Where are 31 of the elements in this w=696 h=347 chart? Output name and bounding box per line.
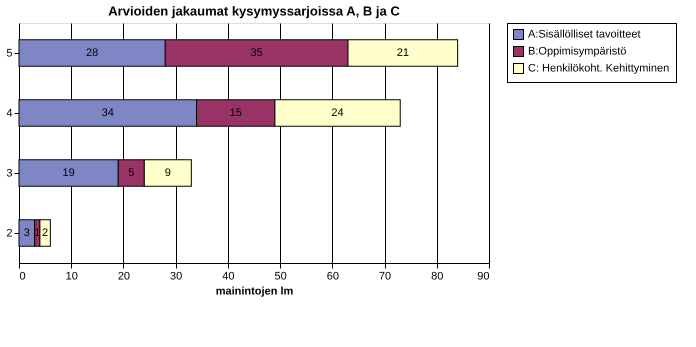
data-label: 24	[331, 107, 344, 119]
x-tick-label: 90	[477, 270, 490, 282]
data-label: 9	[164, 167, 171, 179]
x-tick-label: 0	[20, 270, 26, 282]
y-tick-label: 2	[6, 228, 12, 240]
y-tick-label: 4	[6, 108, 12, 120]
data-label: 28	[86, 47, 98, 59]
data-label: 21	[396, 47, 409, 59]
x-tick-label: 30	[170, 270, 182, 282]
chart-title: Arvioiden jakaumat kysymyssarjoissa A, B ja C	[108, 4, 400, 18]
legend-label: A:Sisällölliset tavoitteet	[528, 28, 640, 40]
x-tick-label: 70	[378, 270, 392, 282]
x-tick-label: 20	[118, 270, 130, 282]
x-axis-title: mainintojen lm	[216, 286, 294, 298]
legend-label: B:Oppimisympäristö	[528, 46, 626, 58]
x-tick-label: 40	[222, 270, 235, 282]
legend-label: C: Henkilökoht. Kehittyminen	[528, 62, 670, 74]
x-tick-label: 60	[326, 270, 339, 282]
data-label: 2	[42, 227, 48, 239]
x-tick-label: 10	[66, 270, 78, 282]
x-tick-label: 50	[274, 270, 287, 282]
data-label: 34	[102, 107, 114, 119]
data-label: 35	[250, 47, 263, 59]
data-label: 15	[230, 107, 242, 119]
data-label: 1	[34, 227, 40, 239]
y-tick-label: 3	[6, 168, 12, 180]
data-label: 3	[24, 227, 30, 239]
y-tick-label: 5	[6, 48, 12, 60]
data-label: 5	[128, 167, 134, 179]
x-tick-label: 80	[431, 270, 444, 282]
data-label: 19	[62, 167, 75, 179]
